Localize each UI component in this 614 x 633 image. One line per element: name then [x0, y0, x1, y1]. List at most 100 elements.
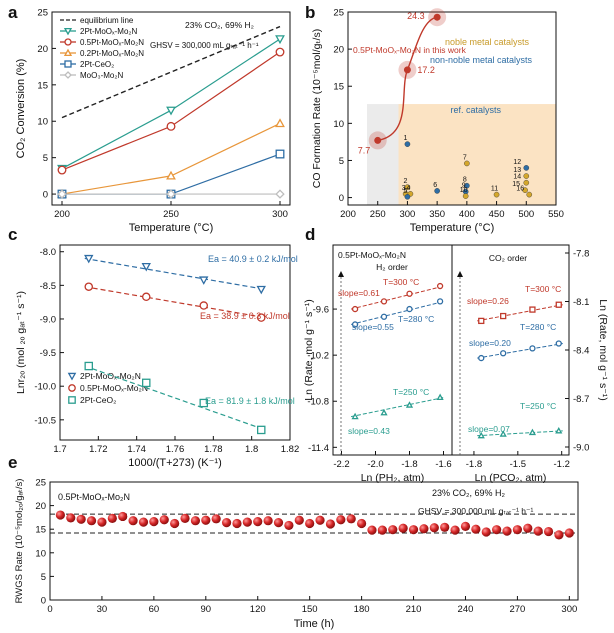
panel-e-xtick-label: 90 — [201, 604, 212, 615]
panel-d0-point — [436, 393, 444, 401]
panel-a-legend-marker — [64, 38, 72, 46]
panel-c-legend-entry: 2Pt-MoOₓ-Mo₂N — [80, 371, 141, 381]
panel-e-xtick-label: 60 — [149, 604, 160, 615]
panel-e-xtick-label: 240 — [458, 604, 474, 615]
panel-a-legend-entry: MoO₃-Mo₂N — [80, 71, 123, 80]
panel-e-point — [159, 515, 169, 525]
panel-d0-point — [436, 282, 444, 290]
panel-e-point — [377, 525, 387, 535]
panel-c-point — [256, 313, 266, 322]
panel-b-ref-label: 11 — [491, 186, 498, 193]
panel-e-ylabel: RWGS Rate (10⁻⁵mol₂ₒ/gₐₜ/s) — [14, 479, 25, 604]
panel-b-xtick-label: 400 — [459, 209, 475, 220]
panel-a-ytick-label: 15 — [37, 80, 48, 91]
panel-e-point — [170, 518, 180, 529]
panel-b-ref-point — [526, 191, 533, 198]
panel-e-point — [336, 515, 346, 525]
panel-e-point — [232, 518, 242, 529]
panel-e-point — [367, 525, 377, 535]
panel-d0-xtick-label: -1.6 — [435, 459, 451, 470]
panel-c-legend-marker — [68, 384, 76, 392]
panel-a-legend-entry: 2Pt-MoOₓ-Mo₂N — [80, 27, 138, 36]
panel-e-point — [284, 520, 294, 531]
panel-b-xtick-label: 450 — [489, 209, 505, 220]
panel-d1-ytick-label: -8.7 — [573, 394, 589, 405]
panel-e-point — [481, 527, 491, 537]
panel-b-ref-point — [493, 191, 500, 198]
panel-b-ytick-label: 5 — [339, 156, 344, 167]
panel-b-axes — [347, 11, 557, 206]
panel-e-point — [305, 518, 315, 529]
panel-e-point — [190, 516, 201, 526]
panel-a-point — [275, 149, 285, 159]
panel-e-point — [97, 517, 107, 527]
panel-e-point — [471, 524, 481, 534]
panel-d1-xtick-label: -1.8 — [466, 459, 482, 470]
panel-b-ref-label: 4 — [406, 185, 410, 192]
panel-c-point — [141, 378, 151, 388]
panel-e-point — [138, 517, 149, 527]
panel-a-xtick-label: 200 — [54, 209, 70, 220]
panel-letter-a: a — [8, 3, 18, 22]
panel-d1-point — [529, 306, 536, 313]
panel-d0-title: H₂ order — [376, 262, 408, 272]
panel-d0-ytick-label: -11.4 — [308, 443, 329, 454]
panel-b-ref-point — [464, 182, 470, 189]
panel-d-sample: 0.5Pt-MoOₓ-Mo₂N — [338, 250, 406, 260]
panel-e-xtick-label: 30 — [97, 604, 108, 615]
panel-e-point — [107, 513, 117, 523]
panel-b-xtick-label: 500 — [518, 209, 534, 220]
panel-a-point — [275, 35, 285, 45]
panel-e-ghsv: GHSV = 300,000 mL gₜₐₜ⁻¹ h⁻¹ — [418, 506, 534, 516]
panel-c-legend-marker — [67, 372, 77, 381]
panel-d0-xtick-label: -2.2 — [333, 459, 349, 470]
panel-d1-fit-line — [477, 343, 563, 359]
panel-b-ref-point — [523, 165, 530, 171]
panel-e-point — [450, 525, 460, 535]
panel-b-ytick-label: 10 — [333, 119, 344, 130]
panel-a-legend-entry: 0.2Pt-MoOₓ-Mo₂N — [80, 49, 144, 58]
panel-c-xtick-label: 1.8 — [245, 444, 258, 455]
panel-d0-point — [436, 298, 444, 305]
panel-e-point — [388, 525, 398, 535]
panel-d0-slope-label: slope=0.43 — [348, 426, 390, 436]
panel-d0-point — [380, 298, 388, 305]
panel-e-title: 0.5Pt-MoOₓ-Mo₂N — [58, 492, 130, 502]
panel-e-ytick-label: 10 — [35, 548, 46, 559]
panel-e-point — [492, 525, 502, 535]
panel-c-point — [199, 301, 208, 310]
panel-e-xtick-label: 0 — [47, 604, 52, 615]
panel-e-point — [440, 522, 450, 532]
panel-e-point — [211, 514, 221, 524]
panel-e-point — [86, 516, 97, 526]
panel-d0-xlabel: Ln (PH₂, atm) — [361, 472, 425, 484]
panel-b-ref-label: 14 — [513, 174, 521, 181]
panel-b-highlight-label: 7.7 — [358, 145, 371, 155]
panel-a-ytick-label: 0 — [43, 190, 48, 201]
panel-c-point — [141, 292, 151, 302]
panel-d1-point — [529, 345, 536, 352]
panel-b-ref-label: 1 — [403, 135, 407, 142]
panel-e-point — [502, 526, 512, 536]
panel-b-highlight-point — [403, 66, 411, 74]
panel-e-ytick-label: 5 — [41, 572, 46, 583]
panel-e-point — [419, 524, 429, 534]
panel-b-ref-point — [523, 179, 530, 186]
panel-letter-d: d — [305, 225, 315, 244]
panel-d1-point — [555, 340, 562, 347]
panel-a-point — [275, 118, 285, 128]
panel-d0-point — [380, 408, 388, 416]
panel-a-point — [166, 189, 176, 199]
panel-c-xlabel: 1000/(T+273) (K⁻¹) — [128, 457, 222, 469]
panel-d0-xtick-label: -1.8 — [401, 459, 417, 470]
panel-e-point — [294, 515, 304, 525]
panel-e-point — [76, 514, 86, 524]
panel-a-legend-marker — [63, 27, 73, 36]
panel-d1-point — [528, 428, 537, 436]
panel-d0-slope-label: slope=0.55 — [352, 322, 394, 332]
panel-d0-ytick-label: -10.2 — [307, 351, 329, 362]
panel-e-xlabel: Time (h) — [294, 618, 335, 630]
panel-e-point — [554, 530, 564, 540]
panel-b-xtick-label: 200 — [340, 209, 356, 220]
panel-c-point — [84, 361, 94, 371]
